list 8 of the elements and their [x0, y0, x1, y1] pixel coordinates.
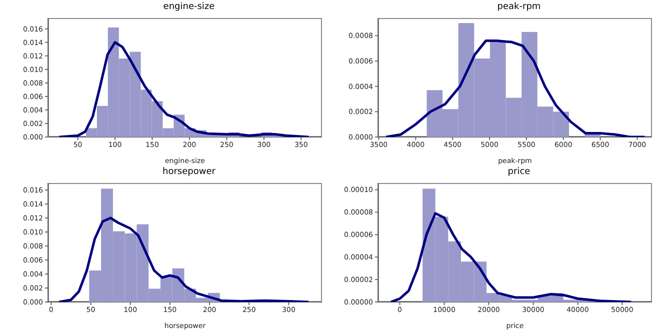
- line-series: [58, 216, 310, 302]
- line-series: [384, 40, 646, 137]
- chart-title: horsepower: [162, 166, 216, 179]
- chart-title: price: [506, 166, 532, 179]
- line-series: [390, 212, 632, 302]
- line-series: [58, 41, 310, 137]
- chart-title: engine-size: [162, 1, 216, 14]
- chart-title: peak-rpm: [496, 1, 542, 14]
